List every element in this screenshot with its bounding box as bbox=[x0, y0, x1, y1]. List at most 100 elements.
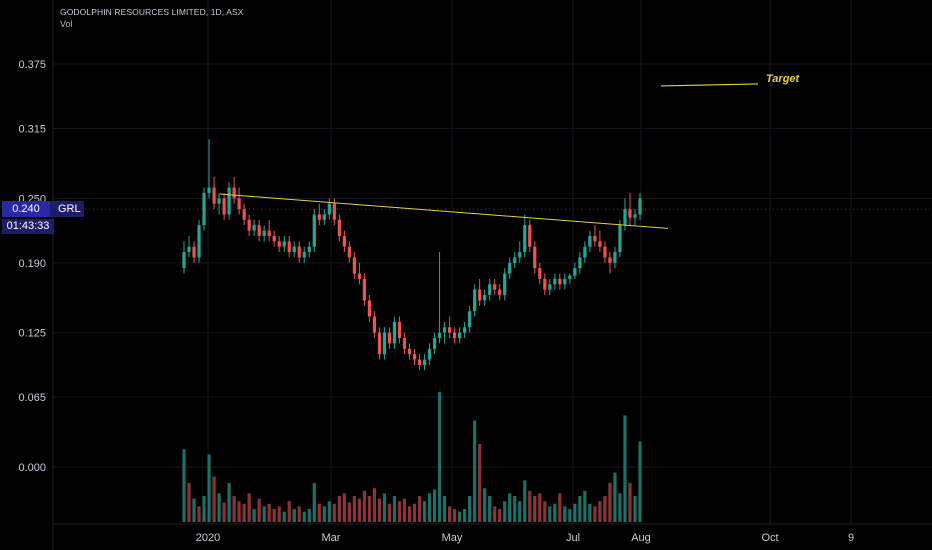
volume-bar bbox=[613, 472, 617, 522]
candle-body bbox=[538, 268, 542, 279]
volume-bar bbox=[578, 496, 582, 522]
y-tick-label: 0.315 bbox=[18, 123, 46, 135]
volume-bar bbox=[257, 498, 261, 522]
volume-bar bbox=[327, 501, 331, 522]
volume-bar bbox=[282, 511, 286, 522]
x-tick-label: Aug bbox=[631, 532, 651, 544]
x-axis: 2020 Mar May Jul Aug Oct 9 bbox=[53, 523, 932, 544]
candle-body bbox=[257, 225, 261, 236]
candle-body bbox=[508, 262, 512, 274]
y-tick-label: 0.190 bbox=[18, 258, 46, 270]
candle-body bbox=[498, 289, 502, 296]
candle-body bbox=[372, 316, 377, 333]
volume-bar bbox=[377, 498, 382, 522]
candle-body bbox=[402, 338, 407, 349]
candlesticks bbox=[182, 139, 642, 371]
candle-body bbox=[317, 214, 321, 220]
volume-indicator-label[interactable]: Vol bbox=[60, 19, 73, 29]
candle-body bbox=[277, 241, 281, 247]
candle-body bbox=[593, 235, 597, 242]
candle-body bbox=[478, 289, 482, 301]
volume-bar bbox=[212, 476, 216, 522]
volume-bar bbox=[202, 496, 206, 522]
grid-lines bbox=[53, 0, 932, 524]
volume-bar bbox=[422, 501, 427, 522]
candle-body bbox=[483, 295, 487, 301]
target-label[interactable]: Target bbox=[766, 73, 800, 85]
volume-bar bbox=[277, 506, 281, 522]
candle-body bbox=[397, 321, 402, 339]
volume-bar bbox=[473, 420, 477, 522]
drawing-lines[interactable] bbox=[219, 83, 759, 229]
volume-bar bbox=[518, 501, 522, 522]
candle-body bbox=[533, 246, 537, 269]
y-tick-label: 0.065 bbox=[18, 392, 46, 404]
candle-body bbox=[468, 311, 472, 328]
candle-body bbox=[352, 257, 356, 274]
symbol-title[interactable]: GODOLPHIN RESOURCES LIMITED, 1D, ASX bbox=[60, 7, 244, 17]
candle-body bbox=[427, 348, 432, 360]
candle-body bbox=[242, 209, 246, 220]
volume-bar bbox=[427, 493, 432, 522]
volume-bar bbox=[588, 503, 592, 522]
volume-bar bbox=[387, 503, 392, 522]
volume-bar bbox=[548, 506, 552, 522]
candle-body bbox=[553, 278, 557, 285]
candle-body bbox=[588, 235, 592, 247]
volume-bar bbox=[558, 493, 562, 522]
volume-bar bbox=[317, 503, 321, 522]
volume-bar bbox=[608, 483, 612, 522]
candle-body bbox=[212, 187, 216, 204]
candle-body bbox=[578, 257, 582, 269]
volume-bar bbox=[287, 501, 291, 522]
volume-bar bbox=[357, 498, 361, 522]
candle-body bbox=[357, 273, 361, 279]
candle-body bbox=[422, 359, 427, 365]
candle-body bbox=[432, 338, 437, 349]
x-tick-label: Oct bbox=[761, 532, 778, 544]
candle-body bbox=[613, 252, 617, 263]
candle-body bbox=[377, 332, 382, 355]
candle-body bbox=[322, 214, 326, 220]
volume-bar bbox=[237, 501, 241, 522]
volume-bar bbox=[207, 454, 211, 522]
volume-bar bbox=[583, 490, 587, 522]
volume-bar bbox=[468, 496, 472, 522]
volume-bar bbox=[593, 506, 597, 522]
candle-body bbox=[342, 235, 346, 247]
candle-body bbox=[452, 332, 457, 339]
candle-body bbox=[362, 278, 366, 301]
x-tick-label: 2020 bbox=[196, 532, 220, 544]
volume-bar bbox=[437, 392, 442, 522]
volume-bar bbox=[452, 509, 457, 522]
volume-bar bbox=[362, 490, 366, 522]
volume-bar bbox=[367, 496, 372, 522]
candle-body bbox=[197, 225, 201, 258]
candle-body bbox=[623, 209, 627, 226]
volume-bar bbox=[523, 480, 527, 522]
candle-body bbox=[282, 241, 286, 247]
candle-body bbox=[327, 203, 331, 215]
candle-body bbox=[493, 284, 497, 290]
volume-bar bbox=[533, 496, 537, 522]
candle-body bbox=[603, 246, 607, 258]
candle-body bbox=[598, 241, 602, 247]
volume-bar bbox=[347, 502, 351, 522]
candle-body bbox=[412, 354, 417, 360]
volume-bar bbox=[232, 496, 236, 522]
volume-bar bbox=[272, 509, 276, 522]
countdown-badge: 01:43:33 bbox=[2, 219, 54, 234]
volume-bar bbox=[598, 501, 602, 522]
x-tick-label: Jul bbox=[566, 532, 580, 544]
volume-bar bbox=[493, 506, 497, 522]
candle-body bbox=[628, 209, 632, 218]
candle-body bbox=[563, 278, 567, 285]
volume-bar bbox=[382, 493, 387, 522]
candle-body bbox=[568, 275, 572, 279]
volume-bar bbox=[262, 506, 266, 522]
candle-body bbox=[237, 198, 241, 210]
volume-bar bbox=[442, 496, 447, 522]
volume-bar bbox=[407, 506, 412, 522]
volume-bar bbox=[252, 509, 256, 522]
